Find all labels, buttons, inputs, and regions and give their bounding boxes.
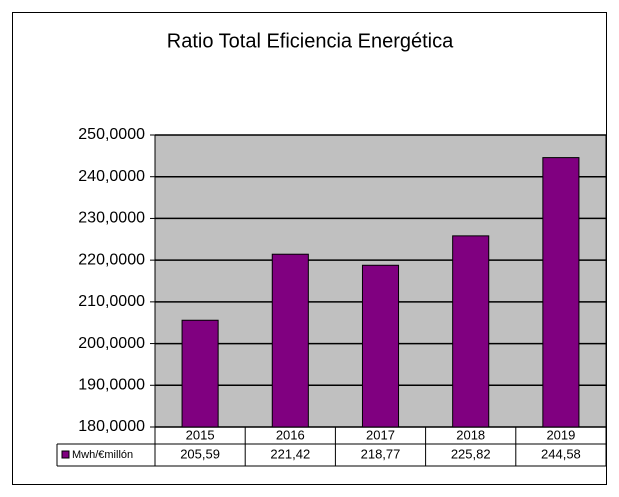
y-tick-label: 190,0000 — [78, 377, 145, 394]
legend-key — [61, 450, 70, 459]
x-tick-label: 2019 — [546, 427, 575, 442]
y-tick-label: 240,0000 — [78, 168, 145, 185]
legend-label: Mwh/€millón — [72, 449, 133, 461]
data-label: 244,58 — [541, 446, 581, 461]
data-label: 221,42 — [270, 446, 310, 461]
x-tick-label: 2018 — [456, 427, 485, 442]
x-tick-label: 2015 — [186, 427, 215, 442]
data-label: 205,59 — [180, 446, 220, 461]
y-tick-label: 230,0000 — [78, 210, 145, 227]
data-label: 225,82 — [451, 446, 491, 461]
bar — [452, 235, 490, 428]
y-tick-label: 180,0000 — [78, 418, 145, 435]
bar — [542, 157, 580, 428]
bar — [271, 253, 309, 428]
y-tick-label: 250,0000 — [78, 126, 145, 143]
y-tick-label: 210,0000 — [78, 293, 145, 310]
y-tick-label: 200,0000 — [78, 335, 145, 352]
y-tick-label: 220,0000 — [78, 251, 145, 268]
data-label: 218,77 — [361, 446, 401, 461]
x-tick-label: 2017 — [366, 427, 395, 442]
bar — [181, 319, 219, 428]
bar — [361, 264, 400, 428]
chart-title: Ratio Total Eficiencia Energética — [167, 30, 454, 52]
x-tick-label: 2016 — [276, 427, 305, 442]
